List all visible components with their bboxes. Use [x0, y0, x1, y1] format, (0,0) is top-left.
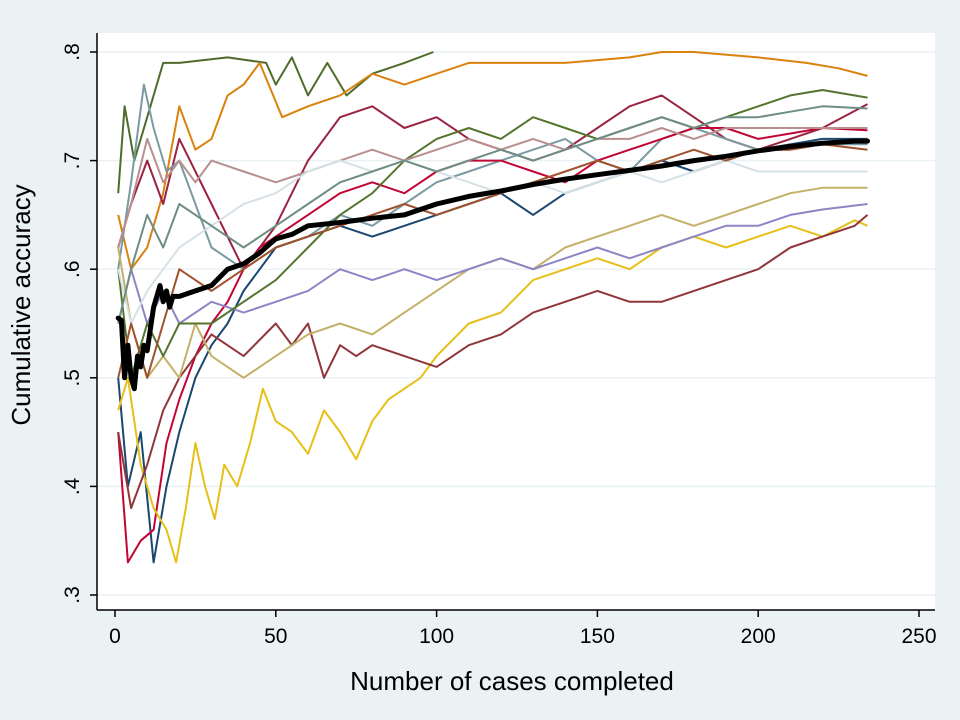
series-line-2 — [117, 51, 868, 271]
x-tick-label-0: 0 — [109, 625, 121, 648]
series-line-3 — [117, 94, 868, 271]
mean-accuracy-line — [115, 138, 870, 392]
y-tick-label-5: .8 — [61, 43, 84, 61]
x-axis-title: Number of cases completed — [350, 666, 674, 696]
y-tick-label-2: .5 — [61, 369, 84, 387]
series-line-13 — [117, 159, 868, 325]
x-tick-label-1: 50 — [264, 625, 287, 648]
series-line-10 — [117, 203, 868, 325]
series-line-1 — [117, 51, 434, 194]
series-line-6 — [117, 127, 868, 564]
plot-area — [97, 33, 935, 610]
x-tick-label-5: 250 — [901, 625, 936, 648]
x-tick-label-2: 100 — [419, 625, 454, 648]
y-tick-label-3: .6 — [61, 260, 84, 278]
series-layer — [117, 51, 869, 564]
y-tick-label-0: .3 — [61, 586, 84, 604]
series-line-9 — [117, 186, 868, 379]
y-axis-title: Cumulative accuracy — [6, 184, 36, 425]
y-axis: .3 .4 .5 .6 .7 .8 — [61, 33, 98, 610]
x-tick-label-4: 200 — [741, 625, 776, 648]
series-line-15 — [117, 105, 868, 324]
x-axis: 0 50 100 150 200 250 — [97, 609, 937, 648]
series-line-8 — [117, 214, 869, 510]
x-tick-label-3: 150 — [580, 625, 615, 648]
series-line-12 — [117, 127, 868, 248]
y-tick-label-4: .7 — [61, 152, 84, 170]
y-tick-label-1: .4 — [61, 477, 84, 495]
mean-layer — [115, 138, 870, 392]
